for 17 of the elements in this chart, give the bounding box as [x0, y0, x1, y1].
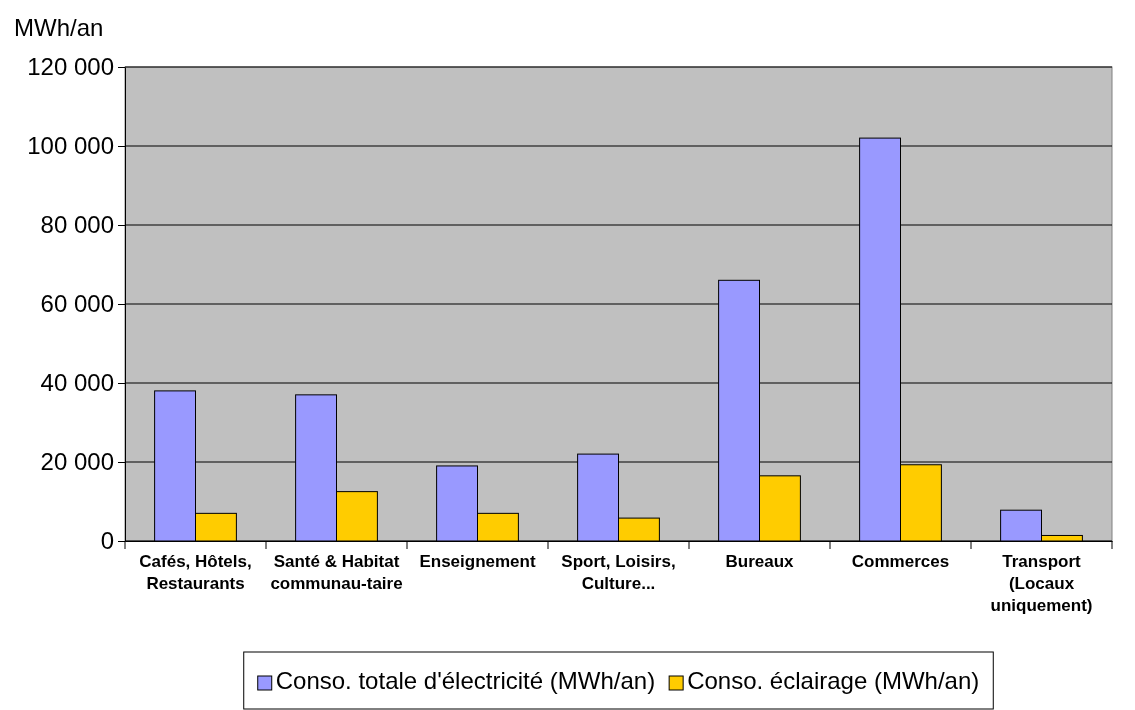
legend-label: Conso. totale d'électricité (MWh/an) [275, 667, 656, 694]
y-tick-label: 0 [100, 527, 114, 555]
x-tick-label: Sport, Loisirs, Culture... [561, 552, 676, 594]
y-tick-label: 40 000 [40, 369, 114, 397]
x-tick-label: Bureaux [725, 552, 795, 572]
x-tick-label: Cafés, Hôtels, Restaurants [139, 552, 252, 594]
y-tick-label: 60 000 [40, 290, 114, 318]
x-tick-label: Transport (Locaux uniquement) [990, 552, 1093, 616]
y-tick-label: 100 000 [27, 132, 114, 160]
x-tick-label: Commerces [851, 552, 950, 572]
x-tick-label: Santé & Habitat communau-taire [270, 552, 403, 594]
y-tick-label: 20 000 [40, 448, 114, 476]
y-tick-label: 80 000 [40, 211, 114, 239]
y-axis-title: MWh/an [14, 14, 104, 41]
y-tick-label: 120 000 [27, 53, 114, 81]
legend-label: Conso. éclairage (MWh/an) [687, 667, 980, 694]
x-tick-label: Enseignement [419, 552, 536, 572]
